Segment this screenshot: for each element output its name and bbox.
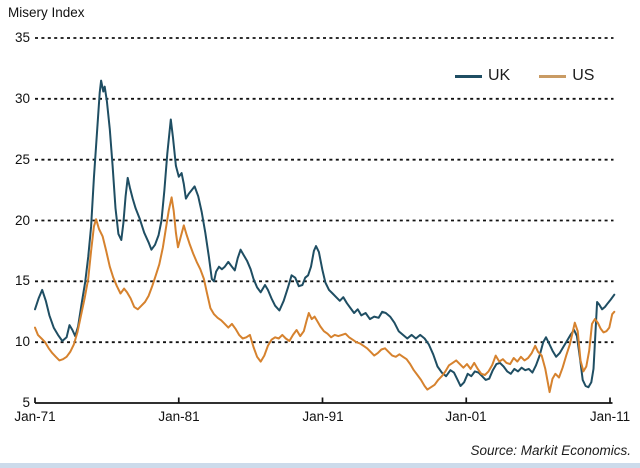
x-tick-label-2011: Jan-11 <box>589 409 631 424</box>
x-tick-label-1981: Jan-81 <box>158 409 200 424</box>
source-note: Source: Markit Economics. <box>470 443 631 458</box>
uk-line-swatch <box>455 74 482 78</box>
y-tick-label-10: 10 <box>14 334 30 349</box>
y-tick-label-35: 35 <box>14 30 30 45</box>
series-line-us <box>34 196 616 394</box>
series-line-uk <box>34 79 616 389</box>
y-tick-label-15: 15 <box>14 273 30 288</box>
x-tick-label-2001: Jan-01 <box>445 409 487 424</box>
legend-label-uk: UK <box>488 67 511 84</box>
y-tick-label-20: 20 <box>14 213 30 228</box>
legend: UK US <box>455 67 594 85</box>
bottom-edge-strip <box>0 463 640 468</box>
legend-item-uk: UK <box>455 67 510 85</box>
legend-item-us: US <box>539 67 594 85</box>
chart-title: Misery Index <box>8 5 85 20</box>
us-line-swatch <box>539 74 567 78</box>
x-tick-label-1991: Jan-91 <box>302 409 344 424</box>
y-tick-label-25: 25 <box>14 152 30 167</box>
legend-label-us: US <box>572 67 595 84</box>
y-tick-label-30: 30 <box>14 91 30 106</box>
y-tick-label-5: 5 <box>22 395 30 410</box>
x-tick-label-1971: Jan-71 <box>14 409 56 424</box>
